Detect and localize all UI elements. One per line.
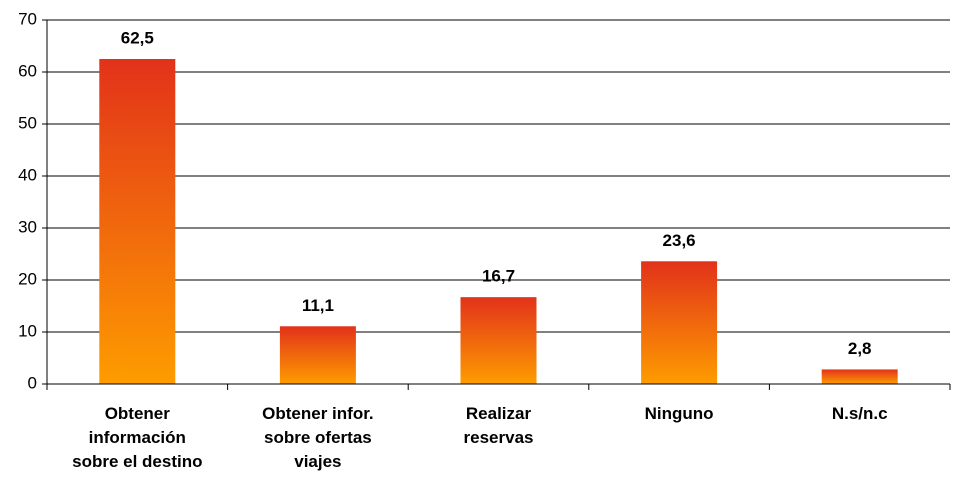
bar xyxy=(460,297,537,384)
y-tick-label: 70 xyxy=(18,9,37,28)
x-tick-label: Ninguno xyxy=(644,404,714,423)
y-tick-label: 50 xyxy=(18,113,37,132)
value-label: 62,5 xyxy=(121,28,154,47)
y-tick-label: 10 xyxy=(18,321,37,340)
bar xyxy=(641,261,718,384)
y-tick-label: 0 xyxy=(28,373,37,392)
bar xyxy=(99,59,176,384)
x-tick-label: Obtener información sobre el destino xyxy=(72,404,203,471)
y-tick-label: 60 xyxy=(18,61,37,80)
x-tick-label: Realizar reservas xyxy=(463,404,534,447)
y-tick-label: 20 xyxy=(18,269,37,288)
x-tick-label: Obtener infor. sobre ofertas viajes xyxy=(262,404,374,471)
value-label: 16,7 xyxy=(482,267,515,286)
value-label: 2,8 xyxy=(848,339,872,358)
value-label: 11,1 xyxy=(302,296,334,315)
value-label: 23,6 xyxy=(663,231,696,250)
bar xyxy=(821,369,898,384)
y-tick-label: 30 xyxy=(18,217,37,236)
bar xyxy=(279,326,356,384)
x-tick-label: N.s/n.c xyxy=(831,404,888,423)
y-tick-label: 40 xyxy=(18,165,37,184)
